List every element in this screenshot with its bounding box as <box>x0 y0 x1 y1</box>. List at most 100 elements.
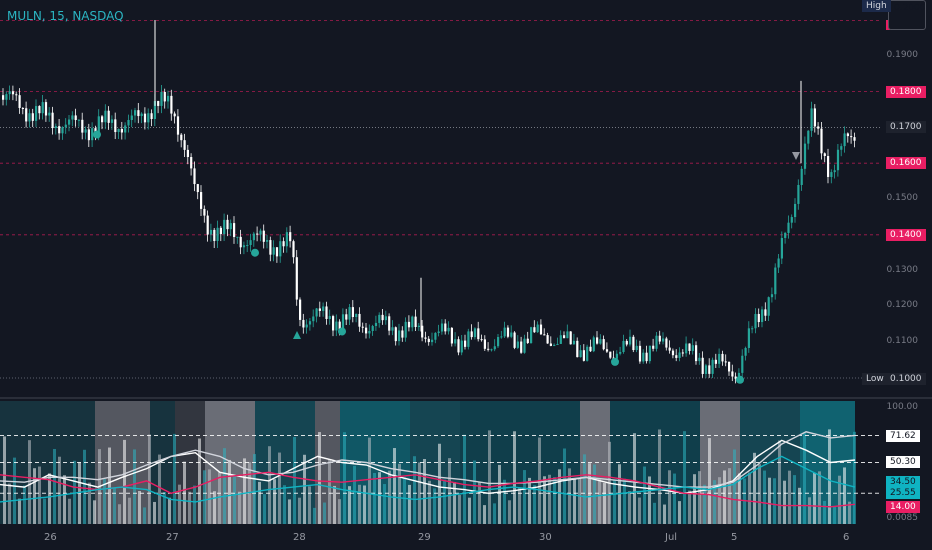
symbol-title[interactable]: MULN, 15, NASDAQ <box>7 9 124 23</box>
candle-body <box>652 345 655 349</box>
indicator-bar <box>598 479 601 524</box>
indicator-bar <box>303 454 306 524</box>
candle-body <box>500 336 503 338</box>
indicator-bar <box>483 505 486 524</box>
candle-body <box>708 365 711 374</box>
indicator-bar <box>818 471 821 524</box>
candle-body <box>559 335 562 344</box>
price-tick: 0.1800 <box>886 85 926 98</box>
candle-body <box>850 136 853 138</box>
candle-body <box>807 130 810 144</box>
candle-body <box>648 345 651 362</box>
candle-body <box>843 133 846 147</box>
high-value: 0.2000 <box>894 3 926 13</box>
candle-body <box>721 353 724 362</box>
candle-body <box>751 328 754 330</box>
indicator-bar <box>408 484 411 524</box>
candle-body <box>127 120 130 126</box>
candle-body <box>180 134 183 141</box>
candle-body <box>143 113 147 123</box>
candle-body <box>510 332 513 337</box>
indicator-bar <box>108 447 111 524</box>
candle-body <box>368 331 371 334</box>
indicator-bar <box>583 454 586 524</box>
indicator-bar <box>188 491 191 524</box>
candle-body <box>698 357 701 362</box>
signal-triangle-down <box>792 152 800 161</box>
indicator-bar <box>793 475 796 524</box>
candle-body <box>454 339 457 344</box>
candle-body <box>170 95 173 114</box>
indicator-bar <box>228 459 231 524</box>
indicator-bar <box>283 485 286 524</box>
indicator-bar <box>543 476 546 524</box>
indicator-bar <box>643 466 646 524</box>
indicator-bar <box>728 468 731 524</box>
indicator-bar <box>398 463 401 524</box>
indicator-bar <box>73 460 76 524</box>
indicator-bar <box>328 459 331 524</box>
candle-body <box>662 338 665 342</box>
candle-body <box>91 128 94 141</box>
candle-body <box>602 339 605 350</box>
indicator-bar <box>438 443 441 524</box>
candle-body <box>71 115 74 120</box>
candle-body <box>5 94 8 100</box>
indicator-bar <box>468 497 471 524</box>
candle-body <box>176 116 180 135</box>
candle-body <box>68 119 71 125</box>
indicator-bar <box>38 466 41 524</box>
candle-body <box>266 240 269 242</box>
indicator-bar <box>633 433 636 524</box>
candle-body <box>724 361 727 363</box>
candle-body <box>576 340 579 358</box>
time-tick: Jul <box>665 532 678 543</box>
indicator-bar <box>243 458 246 524</box>
candle-body <box>196 184 199 193</box>
indicator-bar <box>128 497 131 524</box>
indicator-bar <box>563 448 566 524</box>
candle-body <box>668 347 671 351</box>
candle-body <box>84 129 87 133</box>
price-tick: 0.1600 <box>886 157 926 170</box>
candle-body <box>675 355 678 358</box>
indicator-bar <box>143 507 146 524</box>
indicator-bar <box>758 464 761 524</box>
indicator-bar <box>578 478 581 524</box>
candle-body <box>536 324 539 333</box>
candle-body <box>404 321 407 338</box>
indicator-line-cyan <box>0 455 856 503</box>
candle-body <box>295 257 298 300</box>
candle-body <box>820 128 823 154</box>
candle-body <box>252 233 255 241</box>
indicator-bar <box>673 473 676 524</box>
indicator-bar <box>123 439 126 524</box>
candle-body <box>777 258 780 268</box>
indicator-bar <box>853 431 856 524</box>
candle-body <box>302 319 305 328</box>
indicator-bar <box>713 480 716 524</box>
candle-body <box>427 338 430 343</box>
candle-body <box>54 126 57 129</box>
candle-body <box>190 157 193 169</box>
candle-body <box>734 376 737 379</box>
low-value: 0.1000 <box>886 373 926 385</box>
indicator-bar <box>28 440 31 524</box>
candle-body <box>120 128 123 133</box>
indicator-bar <box>733 449 736 524</box>
indicator-bar <box>573 478 576 524</box>
candle-body <box>351 307 354 318</box>
candle-body <box>374 322 378 327</box>
indicator-bar <box>808 497 811 524</box>
indicator-bar <box>788 470 791 524</box>
candle-body <box>378 314 381 323</box>
candle-body <box>800 168 803 185</box>
candle-body <box>754 313 757 329</box>
indicator-bar <box>313 507 316 524</box>
candle-body <box>431 339 434 343</box>
candle-body <box>2 95 5 100</box>
price-scale-box[interactable] <box>888 0 926 30</box>
indicator-bar <box>378 472 381 524</box>
candle-body <box>493 346 496 350</box>
